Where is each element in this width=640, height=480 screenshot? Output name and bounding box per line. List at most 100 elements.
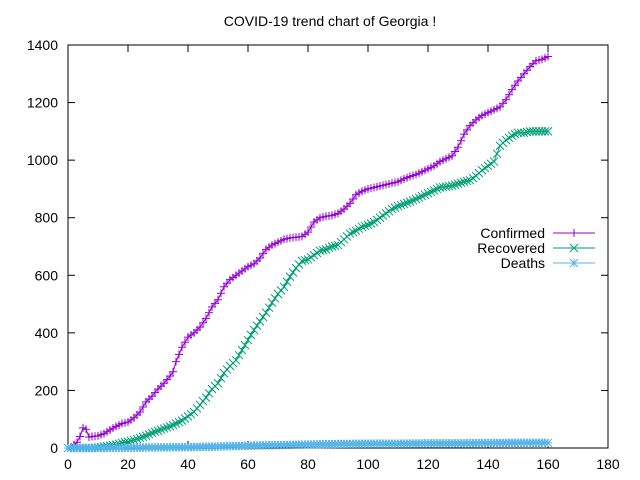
legend-marker-deaths [569,258,579,268]
data-point [348,227,358,237]
x-tick-label: 0 [64,456,72,472]
y-tick-label: 0 [50,440,58,456]
data-point [237,345,247,355]
data-point [390,203,400,212]
data-point [450,180,460,189]
data-point [202,314,210,323]
data-point [508,85,516,94]
data-point [349,195,357,204]
chart-title: COVID-19 trend chart of Georgia ! [224,13,436,29]
data-point [519,128,529,138]
data-point [408,195,418,205]
y-tick-label: 400 [35,325,59,341]
data-point [463,125,471,134]
data-point [165,422,175,431]
data-point [285,272,295,282]
data-point [543,127,553,136]
data-point [360,221,370,231]
data-point [178,343,186,352]
data-point [304,228,312,237]
data-point [505,90,513,99]
data-point [126,436,136,446]
x-tick-label: 140 [476,456,500,472]
data-point [259,249,267,258]
data-point [270,293,280,303]
data-point [511,81,519,90]
data-point [405,197,415,206]
y-axis: 0 200 400 600 800 1000 1200 1400 [27,37,608,456]
data-point [324,243,334,253]
data-point [255,316,265,326]
x-tick-label: 160 [536,456,560,472]
data-point [507,131,517,141]
series-layer [63,52,553,453]
data-point [243,335,253,345]
data-point [411,194,421,204]
data-point [129,435,139,445]
data-point [414,193,424,202]
data-point [166,372,174,381]
data-point [213,378,223,388]
data-point [297,256,307,266]
data-point [448,151,456,160]
data-point [249,325,259,335]
data-point [138,432,148,442]
data-point [159,424,169,433]
x-tick-label: 20 [120,456,136,472]
data-point [444,181,454,191]
data-point [216,373,226,383]
data-point [156,425,166,434]
data-point [204,388,214,398]
data-point [196,323,204,332]
data-point [201,393,211,402]
data-point [447,181,457,190]
data-point [399,199,409,209]
legend-label-recovered: Recovered [477,240,545,256]
data-point [252,321,262,331]
data-point [234,350,244,360]
data-point [267,298,277,307]
data-point [199,318,207,327]
data-point [327,242,337,251]
data-point [279,282,289,292]
data-point [246,330,256,340]
data-point [136,408,144,417]
data-point [459,177,469,187]
legend-label-deaths: Deaths [501,255,545,271]
data-point [543,438,553,448]
series-deaths [63,438,553,453]
y-tick-label: 1400 [27,37,58,53]
data-point [288,268,298,277]
data-point [345,229,355,238]
y-tick-label: 600 [35,267,59,283]
legend-label-confirmed: Confirmed [480,225,545,241]
data-point [492,149,502,159]
data-point [175,350,183,359]
x-tick-label: 80 [300,456,316,472]
data-point [502,95,510,104]
data-point [168,420,178,430]
data-point [396,200,406,210]
data-point [231,355,241,365]
data-point [387,204,397,214]
data-point [205,308,213,317]
data-point [217,289,225,298]
plot-frame [67,44,609,449]
data-point [357,222,367,232]
data-point [489,157,499,166]
data-point [540,127,550,136]
data-point [300,255,310,265]
data-point [139,402,147,411]
data-point [162,423,172,432]
data-point [510,129,520,139]
y-tick-label: 200 [35,382,59,398]
data-point [147,428,157,438]
data-point [393,201,403,211]
data-point [135,433,145,443]
data-point [82,425,90,434]
data-point [544,52,552,61]
data-point [261,308,271,318]
data-point [171,419,181,428]
